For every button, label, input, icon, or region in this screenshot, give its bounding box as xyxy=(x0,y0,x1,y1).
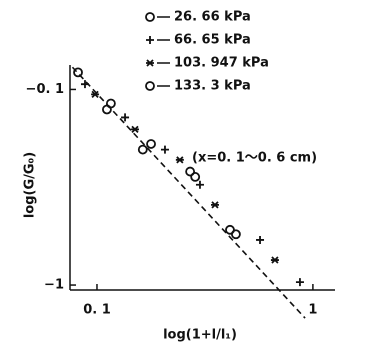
point xyxy=(105,98,116,109)
point xyxy=(185,166,196,177)
x-axis-label: log(1+l/l₁) xyxy=(163,328,237,343)
point xyxy=(270,256,279,264)
legend-label: 133. 3 kPa xyxy=(174,79,251,94)
point xyxy=(80,80,89,89)
point xyxy=(256,235,265,244)
y-tick-label: −0. 1 xyxy=(26,82,64,97)
annotation: (x=0. 1～0. 6 cm) xyxy=(192,151,317,166)
y-tick-label: −1 xyxy=(44,278,64,293)
point xyxy=(146,139,156,149)
point xyxy=(160,145,169,154)
legend-marker xyxy=(146,59,154,67)
point xyxy=(121,113,130,122)
legend-label: 26. 66 kPa xyxy=(174,10,251,25)
x-tick-label: 1 xyxy=(308,303,317,318)
y-axis-label: log(G/G₀) xyxy=(23,152,38,218)
fit-line xyxy=(71,66,306,319)
x-tick-label: 0. 1 xyxy=(83,303,111,318)
point xyxy=(231,229,241,240)
point xyxy=(295,278,304,287)
legend-marker xyxy=(145,12,155,22)
point xyxy=(210,201,219,209)
legend-label: 103. 947 kPa xyxy=(174,56,269,71)
legend-marker xyxy=(145,81,155,91)
legend-label: 66. 65 kPa xyxy=(174,33,251,48)
point xyxy=(73,67,83,78)
point xyxy=(131,125,139,134)
point xyxy=(137,144,148,155)
point xyxy=(91,90,100,99)
legend-marker xyxy=(146,36,154,44)
point xyxy=(190,172,201,182)
point xyxy=(175,156,184,164)
point xyxy=(195,180,204,189)
